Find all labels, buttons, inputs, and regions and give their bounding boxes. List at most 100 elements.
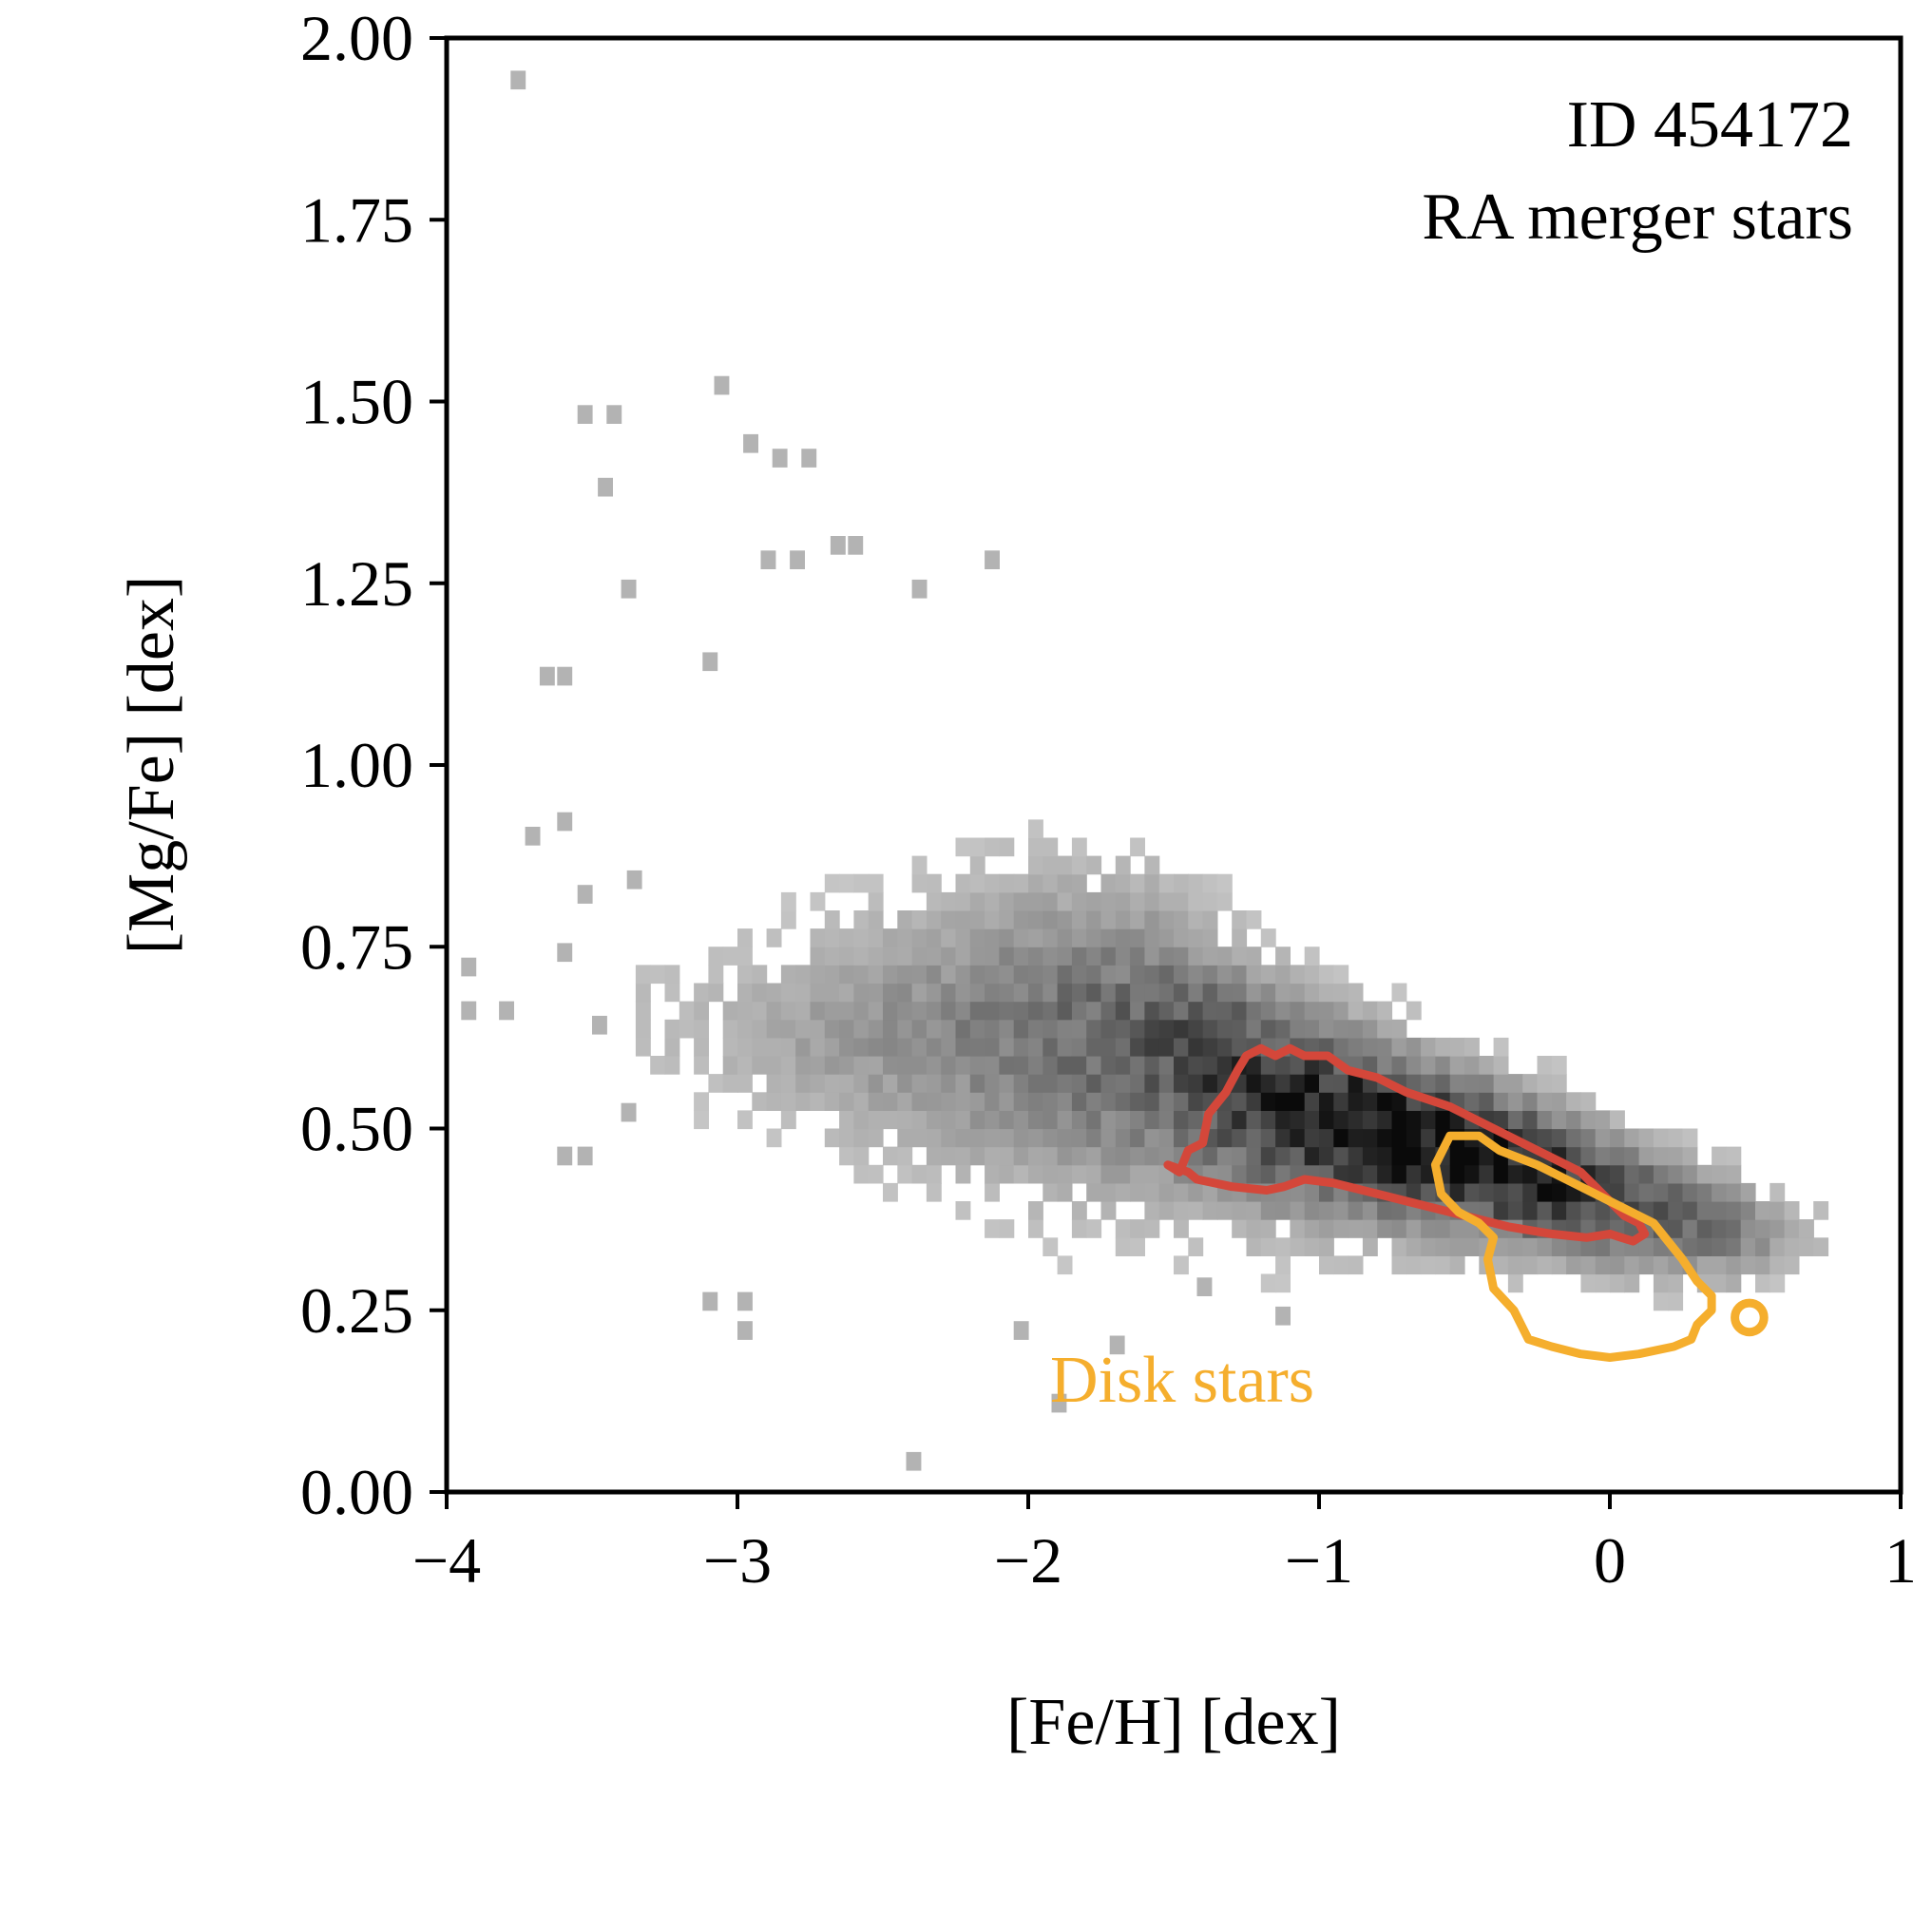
heatmap-bin [1290,1001,1306,1021]
heatmap-bin [1712,1219,1727,1238]
heatmap-bin [1057,1056,1073,1075]
heatmap-bin [635,1019,651,1039]
heatmap-bin [1144,947,1160,966]
heatmap-bin [1057,928,1073,947]
heatmap-bin [1377,1092,1393,1111]
heatmap-bin [1216,1001,1233,1021]
heatmap-bin [1406,1001,1422,1021]
heatmap-bin [839,1146,854,1166]
heatmap-bin [1043,837,1059,857]
heatmap-bin [1348,1001,1364,1021]
heatmap-bin [1130,1019,1145,1039]
heatmap-bin [1232,1219,1248,1238]
annotation-disk-stars: Disk stars [1050,1344,1314,1417]
heatmap-bin [955,837,971,857]
heatmap-bin [926,891,942,911]
heatmap-bin [1522,1110,1539,1130]
heatmap-bin [1202,928,1218,947]
heatmap-bin [969,1001,985,1021]
heatmap-bin [766,1056,782,1075]
heatmap-bin [737,1056,753,1075]
heatmap-bin [999,1219,1015,1238]
heatmap-bin [1013,910,1029,929]
x-tick-label-5: 1 [1884,1524,1917,1597]
heatmap-bin [883,1110,898,1130]
heatmap-bin [1537,1074,1553,1093]
heatmap-bin [868,1110,884,1130]
heatmap-bin [1144,1001,1160,1021]
heatmap-bin [853,928,870,947]
heatmap-bin [1435,1255,1451,1275]
heatmap-bin [1668,1164,1684,1184]
heatmap-bin [1362,1037,1378,1057]
heatmap-bin [985,1056,1000,1075]
heatmap-bin [1275,1273,1291,1293]
heatmap-bin [1246,1001,1262,1021]
heatmap-bin [1115,1146,1131,1166]
heatmap-bin [1638,1237,1655,1256]
heatmap-bin [1333,965,1349,985]
heatmap-bin [1174,928,1189,947]
heatmap-bin [1653,1146,1669,1166]
heatmap-bin [897,947,913,966]
heatmap-bin [810,1037,826,1057]
heatmap-bin [1696,1255,1712,1275]
heatmap-bin [1260,1146,1276,1166]
heatmap-bin [1362,1056,1378,1075]
heatmap-bin [1464,1092,1480,1111]
heatmap-bin [1158,1019,1175,1039]
heatmap-bin [795,1092,812,1111]
heatmap-bin [1246,1201,1262,1220]
heatmap-bin [1013,928,1029,947]
heatmap-bin [1580,1201,1597,1220]
heatmap-bin [1216,1128,1233,1148]
heatmap-bin [766,1128,782,1148]
heatmap-bin [1115,947,1131,966]
heatmap-bin [1580,1092,1597,1111]
x-axis-ticks: −4 −3 −2 −1 0 1 [412,1492,1917,1597]
heatmap-bin [650,965,666,985]
contour-layer [1163,1043,1769,1362]
heatmap-bin [1610,1237,1625,1256]
heatmap-bin [1406,1182,1422,1202]
heatmap-bin [766,983,782,1003]
heatmap-bin [1333,1219,1349,1238]
heatmap-bin [999,1164,1015,1184]
heatmap-bin [1566,1128,1581,1148]
heatmap-bin [1333,1128,1349,1148]
heatmap-bin [1100,1182,1117,1202]
heatmap-bin [1348,1146,1364,1166]
heatmap-bin [1304,1146,1320,1166]
heatmap-bin [1522,1164,1539,1184]
heatmap-bin [1232,1001,1248,1021]
heatmap-bin [1174,1074,1189,1093]
heatmap-bin [1071,910,1087,929]
heatmap-bin [1406,1146,1422,1166]
heatmap-bin [1537,1201,1553,1220]
heatmap-bin [810,891,826,911]
heatmap-bin [1043,1019,1059,1039]
heatmap-bin [1043,1110,1059,1130]
heatmap-bin [883,983,898,1003]
heatmap-bin [1174,1056,1189,1075]
heatmap-bin [1130,837,1145,857]
heatmap-bin [780,1074,796,1093]
heatmap-bin [1275,1237,1291,1256]
outlier-bin-0 [510,70,526,90]
heatmap-bin [1610,1146,1625,1166]
heatmap-bin [824,1037,840,1057]
heatmap-bin [941,1019,957,1039]
heatmap-bin [969,1037,985,1057]
heatmap-bin [1348,1255,1364,1275]
heatmap-bin [1043,1074,1059,1093]
heatmap-bin [1071,873,1087,893]
heatmap-bin [897,965,913,985]
heatmap-bin [1362,1128,1378,1148]
outlier-bin-20 [626,870,642,889]
heatmap-bin [1726,1219,1742,1238]
heatmap-bin [1057,1182,1073,1202]
heatmap-bin [1319,1237,1334,1256]
heatmap-bin [1551,1128,1567,1148]
heatmap-bin [1188,1056,1204,1075]
heatmap-bin [1260,983,1276,1003]
